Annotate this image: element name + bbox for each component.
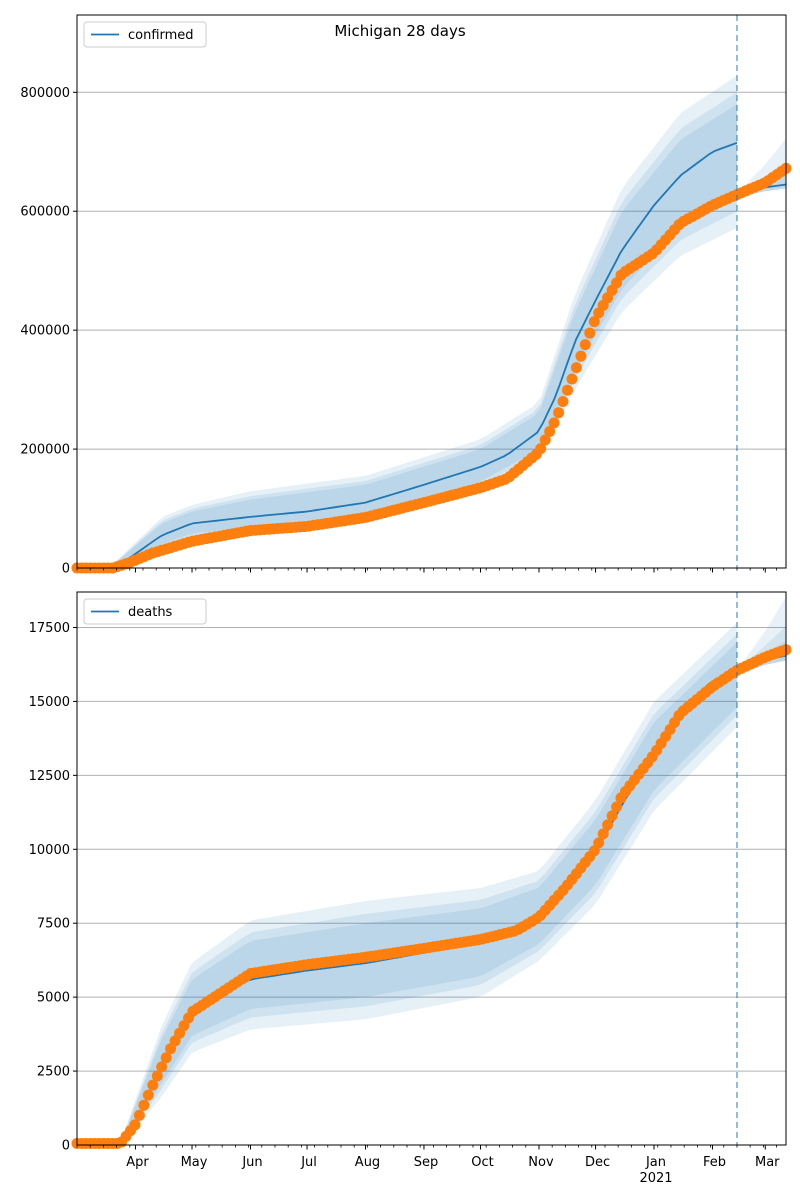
observed-point <box>597 828 609 840</box>
observed-point <box>539 434 551 446</box>
y-tick-label: 400000 <box>20 324 70 339</box>
x-tick-label: Sep <box>414 1155 439 1170</box>
axes-frame <box>76 591 787 1146</box>
observed-point <box>160 1052 172 1064</box>
observed-point <box>156 1061 168 1073</box>
panel-1: 0 200000 400000 600000 800000 confirmed <box>20 14 792 577</box>
model-line <box>77 141 738 569</box>
figure-title: Michigan 28 days <box>334 22 466 40</box>
y-tick-label: 7500 <box>37 917 70 932</box>
x-tick-label: Oct <box>471 1155 493 1170</box>
observed-point <box>138 1099 150 1111</box>
observed-point <box>562 384 573 396</box>
legend-label: confirmed <box>128 28 194 43</box>
y-tick-label: 600000 <box>20 205 70 220</box>
observed-point <box>579 339 591 351</box>
observed-point <box>548 417 560 429</box>
legend-box <box>83 21 207 48</box>
legend-box <box>83 598 207 625</box>
observed-point <box>535 443 547 455</box>
observed-point <box>129 1119 141 1131</box>
x-tick-label: Jul <box>300 1155 317 1170</box>
x-tick-label: Nov <box>528 1155 554 1170</box>
y-tick-label: 0 <box>62 562 70 577</box>
y-tick-label: 2500 <box>37 1065 70 1080</box>
x-tick-label: Jun <box>241 1155 262 1170</box>
observed-point <box>606 810 618 822</box>
observed-point <box>602 819 614 831</box>
y-tick-label: 10000 <box>29 843 70 858</box>
observed-point <box>557 396 569 407</box>
axes-frame <box>76 14 787 569</box>
observed-point <box>575 350 587 362</box>
observed-point <box>566 373 578 385</box>
observed-point <box>151 1070 163 1082</box>
x-tick-label: May <box>181 1155 208 1170</box>
y-tick-label: 200000 <box>20 443 70 458</box>
legend-label: deaths <box>128 605 173 620</box>
legend: confirmed <box>83 21 207 48</box>
observed-point <box>133 1109 145 1121</box>
x-year-label: 2021 <box>639 1171 672 1186</box>
legend: deaths <box>83 598 207 625</box>
observed-point <box>147 1079 159 1091</box>
y-tick-label: 5000 <box>37 991 70 1006</box>
y-tick-label: 17500 <box>29 621 70 636</box>
y-tick-label: 0 <box>62 1139 70 1154</box>
panel-2: 0 2500 5000 7500 10000 12500 15000 17500 Apr May J… <box>29 591 792 1186</box>
uncertainty-band-1 <box>109 75 738 568</box>
observed-point <box>611 801 623 813</box>
observed-point <box>142 1089 154 1101</box>
x-tick-label: Feb <box>703 1155 726 1170</box>
y-tick-label: 800000 <box>20 86 70 101</box>
y-tick-label: 15000 <box>29 695 70 710</box>
uncertainty-band-3 <box>109 104 738 568</box>
observed-point <box>544 426 556 437</box>
x-tick-label: Dec <box>585 1155 610 1170</box>
observed-point <box>553 407 565 419</box>
uncertainty-band-2 <box>122 634 738 1145</box>
observed-point <box>584 327 596 339</box>
observed-point <box>588 316 600 328</box>
x-tick-label: Mar <box>755 1155 780 1170</box>
x-tick-label: Jan <box>645 1155 666 1170</box>
x-tick-label: Apr <box>126 1155 149 1170</box>
uncertainty-band-2 <box>109 92 738 569</box>
uncertainty-band-1 <box>122 622 738 1145</box>
y-tick-label: 12500 <box>29 769 70 784</box>
observed-point <box>588 845 600 857</box>
observed-point <box>570 362 582 374</box>
observed-point <box>593 837 605 849</box>
x-tick-label: Aug <box>355 1155 380 1170</box>
